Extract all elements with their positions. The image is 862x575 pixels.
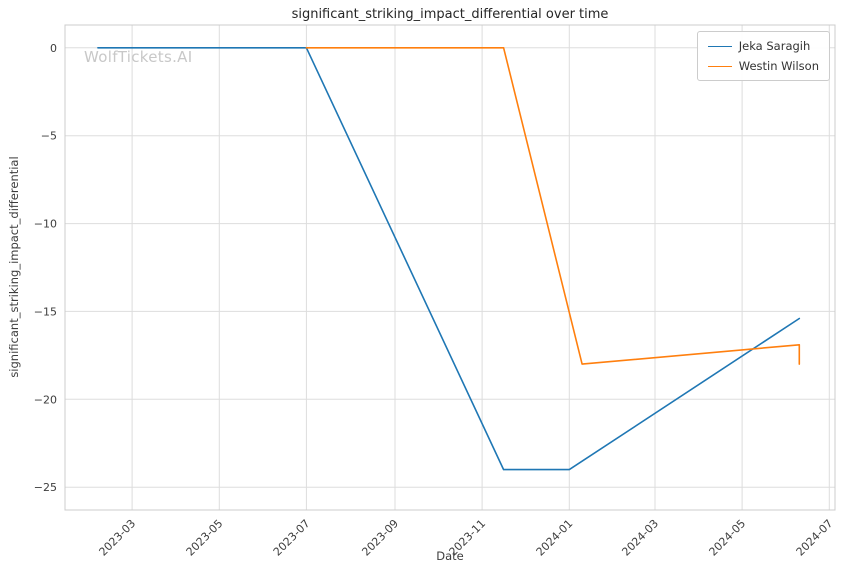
- legend-label: Westin Wilson: [738, 59, 819, 73]
- y-tick-label: −15: [34, 305, 57, 318]
- series-line-westin-wilson: [305, 46, 801, 365]
- plot-area: [65, 25, 835, 510]
- plot-border: [64, 24, 836, 511]
- y-tick-label: −20: [34, 393, 57, 406]
- legend-item-jeka-saragih: Jeka Saragih: [707, 39, 819, 53]
- y-tick-label: 0: [50, 42, 57, 55]
- series-line-jeka-saragih: [97, 46, 801, 471]
- legend: Jeka Saragih Westin Wilson: [696, 31, 830, 81]
- legend-label: Jeka Saragih: [738, 39, 811, 53]
- legend-line-swatch: [707, 65, 732, 67]
- watermark: WolfTickets.AI: [84, 48, 193, 66]
- y-axis-label: significant_striking_impact_differential: [7, 156, 21, 378]
- y-tick-label: −5: [41, 130, 57, 143]
- y-tick-label: −25: [34, 481, 57, 494]
- legend-line-swatch: [707, 45, 732, 47]
- x-axis-label: Date: [436, 549, 464, 563]
- y-tick-label: −10: [34, 218, 57, 231]
- legend-item-westin-wilson: Westin Wilson: [707, 59, 819, 73]
- chart-title: significant_striking_impact_differential…: [291, 7, 609, 22]
